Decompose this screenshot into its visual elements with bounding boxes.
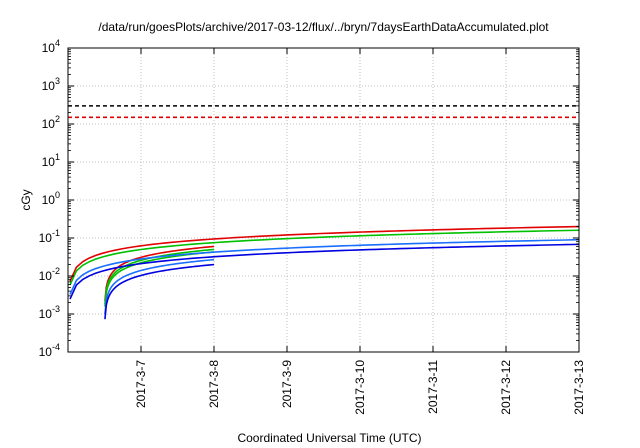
series-line [69,229,580,286]
series-line [104,263,215,320]
y-tick-label: 10-1 [39,228,60,245]
y-tick-label-exponent: 0 [55,190,60,200]
y-tick-label-base: 10 [39,345,53,359]
y-tick-label: 101 [42,152,60,169]
series-line [104,245,215,302]
y-tick-label-base: 10 [42,155,56,169]
y-tick-label: 10-4 [39,342,60,359]
y-tick-label: 102 [42,114,60,131]
y-tick-label-exponent: -3 [52,304,60,314]
y-tick-label-base: 10 [42,117,56,131]
series-lines [69,225,580,320]
x-tick-label: 2017-3-9 [280,360,294,408]
y-tick-label-base: 10 [42,79,56,93]
x-tick-label: 2017-3-10 [353,360,367,415]
x-tick-label: 2017-3-12 [499,360,513,415]
y-tick-label-exponent: 1 [55,152,60,162]
y-tick-label: 10-2 [39,266,60,283]
y-tick-label-exponent: 3 [55,76,60,86]
y-tick-label-exponent: 4 [55,38,60,48]
y-tick-label-base: 10 [39,269,53,283]
threshold-lines [68,105,579,119]
y-tick-label: 10-3 [39,304,60,321]
series-line [104,251,215,307]
y-tick-label-exponent: 2 [55,114,60,124]
x-tick-label: 2017-3-8 [207,360,221,408]
series-line [69,225,580,282]
y-tick-label-base: 10 [42,41,56,55]
x-tick-label: 2017-3-13 [572,360,586,415]
y-tick-label-base: 10 [39,307,53,321]
series-line [69,243,580,300]
series-line [104,258,215,315]
y-tick-label-base: 10 [39,231,53,245]
y-tick-label-exponent: -2 [52,266,60,276]
y-tick-label-exponent: -4 [52,342,60,352]
chart-title: /data/run/goesPlots/archive/2017-03-12/f… [98,20,549,34]
x-tick-label: 2017-3-11 [426,360,440,414]
y-tick-label-exponent: -1 [52,228,60,238]
grid [68,48,579,352]
y-tick-label: 104 [42,38,60,55]
y-tick-label-base: 10 [42,193,56,207]
series-line [69,238,580,295]
x-tick-label: 2017-3-7 [134,360,148,408]
y-tick-label: 100 [42,190,60,207]
x-axis-label: Coordinated Universal Time (UTC) [237,431,421,445]
y-tick-label: 103 [42,76,60,93]
y-axis-label: cGy [19,189,33,210]
